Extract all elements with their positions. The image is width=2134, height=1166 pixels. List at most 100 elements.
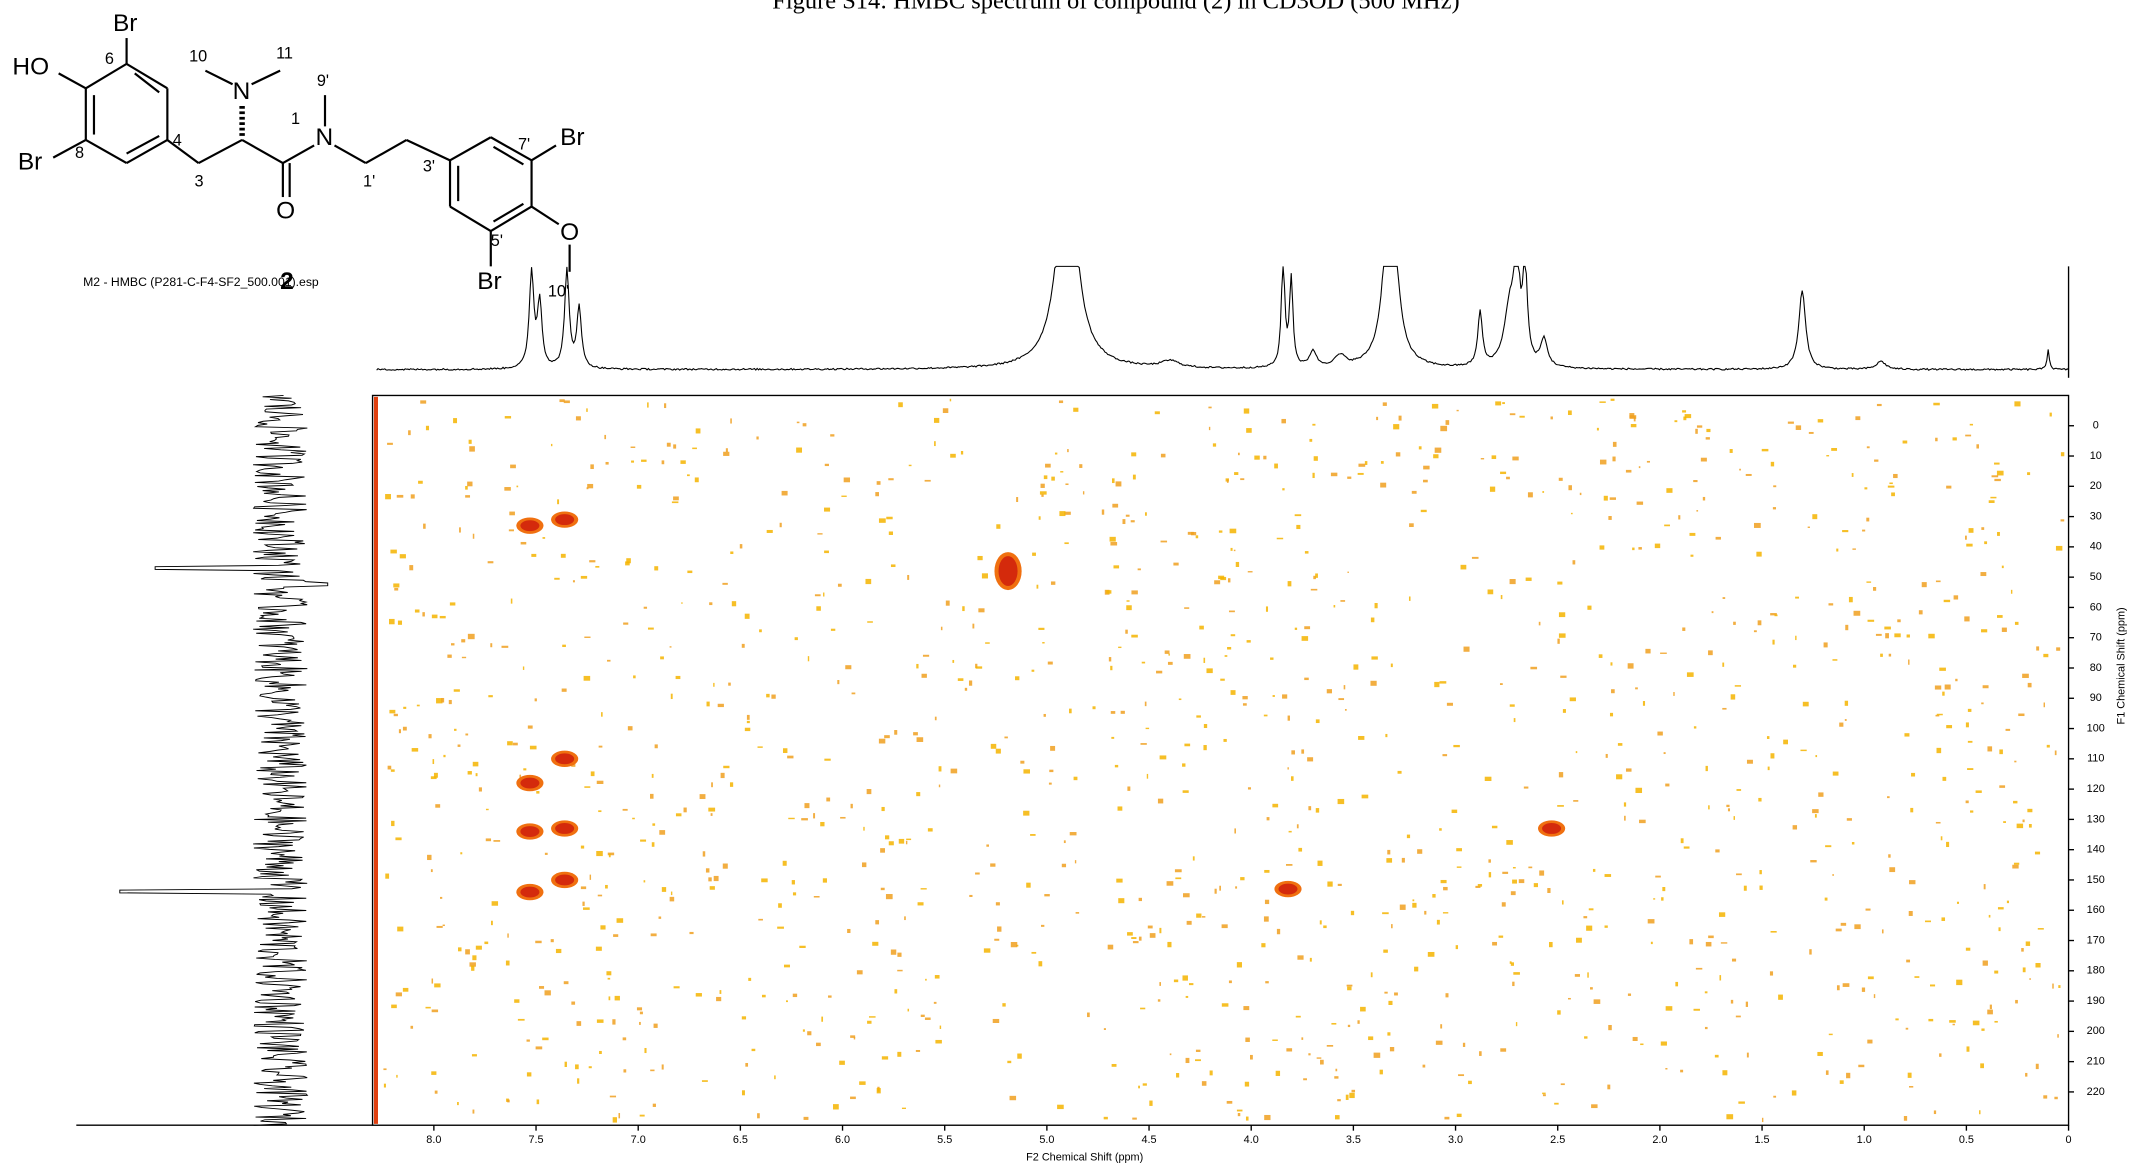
noise [843, 477, 851, 483]
noise [1412, 899, 1415, 902]
noise [1015, 676, 1020, 681]
noise [1439, 681, 1447, 684]
noise [1439, 828, 1442, 831]
noise [1800, 749, 1807, 752]
noise [1866, 517, 1870, 522]
noise [430, 869, 433, 873]
peak-core [1278, 883, 1298, 895]
noise [1120, 710, 1125, 714]
noise [1660, 1041, 1667, 1046]
atom-label: Br [113, 10, 137, 37]
noise [1138, 897, 1142, 902]
noise [644, 1047, 647, 1054]
cross-peak [551, 750, 579, 767]
noise [1138, 936, 1142, 941]
noise [1853, 610, 1861, 616]
noise [995, 748, 1001, 754]
noise [878, 738, 886, 744]
noise [1167, 661, 1173, 665]
noise [1759, 885, 1763, 890]
noise [1187, 531, 1194, 535]
noise [1935, 580, 1941, 583]
noise [1630, 423, 1637, 428]
noise [977, 555, 983, 561]
noise [985, 642, 990, 644]
noise [1836, 548, 1839, 552]
noise [1866, 581, 1872, 583]
noise [1590, 987, 1593, 990]
noise [1994, 462, 2000, 465]
noise [878, 518, 886, 523]
noise [1294, 514, 1302, 517]
noise [1817, 1051, 1823, 1056]
noise [705, 868, 710, 873]
noise [1456, 1113, 1462, 1118]
noise [1334, 1115, 1340, 1120]
noise [1715, 849, 1720, 853]
noise [1836, 985, 1840, 991]
cross-peak [551, 871, 579, 889]
noise [1888, 653, 1892, 657]
noise [560, 553, 566, 558]
y-tick-label: 80 [2090, 662, 2102, 674]
noise [1338, 698, 1345, 701]
noise [1733, 816, 1736, 820]
noise [1125, 514, 1130, 517]
noise [1933, 1110, 1937, 1115]
noise [1608, 516, 1612, 520]
noise [898, 402, 903, 408]
noise [1286, 1048, 1293, 1052]
noise [713, 682, 715, 687]
noise [1154, 411, 1160, 415]
noise [1946, 485, 1952, 489]
noise [647, 627, 654, 630]
noise [575, 416, 581, 421]
y-tick-label: 150 [2087, 874, 2105, 886]
noise [830, 628, 836, 631]
noise [771, 694, 776, 699]
noise [1326, 1045, 1334, 1047]
noise [1110, 711, 1116, 714]
noise [469, 446, 475, 452]
noise [1570, 512, 1573, 515]
noise [1573, 800, 1579, 802]
noise [2018, 713, 2025, 717]
y-tick-label: 60 [2090, 601, 2102, 613]
noise [1629, 415, 1637, 419]
noise [1276, 928, 1281, 935]
noise [1731, 958, 1737, 962]
noise [1881, 929, 1884, 934]
noise [2036, 646, 2040, 651]
peak-core [520, 520, 540, 532]
noise [1202, 916, 1206, 918]
noise [1832, 771, 1839, 776]
noise [1722, 597, 1726, 599]
atom-number: 10 [189, 47, 207, 65]
noise [590, 771, 595, 777]
noise [723, 765, 730, 769]
noise [1350, 910, 1355, 916]
noise [1107, 944, 1114, 950]
noise [1530, 666, 1538, 670]
noise [1592, 868, 1596, 872]
noise [390, 549, 397, 554]
noise [1010, 941, 1018, 948]
noise [1295, 1015, 1301, 1018]
noise [1227, 646, 1232, 650]
noise [1736, 789, 1742, 791]
noise [1646, 460, 1650, 463]
x-tick-label: 6.5 [733, 1134, 748, 1146]
noise [510, 598, 513, 604]
noise [1604, 874, 1612, 877]
noise [1164, 650, 1170, 654]
noise [934, 975, 940, 979]
peak-core [520, 826, 540, 837]
noise [1263, 714, 1268, 717]
noise [1500, 471, 1507, 475]
noise [467, 633, 475, 640]
noise [443, 754, 446, 758]
noise [1031, 951, 1037, 954]
noise [1893, 473, 1898, 479]
noise [493, 840, 501, 842]
noise [1192, 856, 1195, 861]
